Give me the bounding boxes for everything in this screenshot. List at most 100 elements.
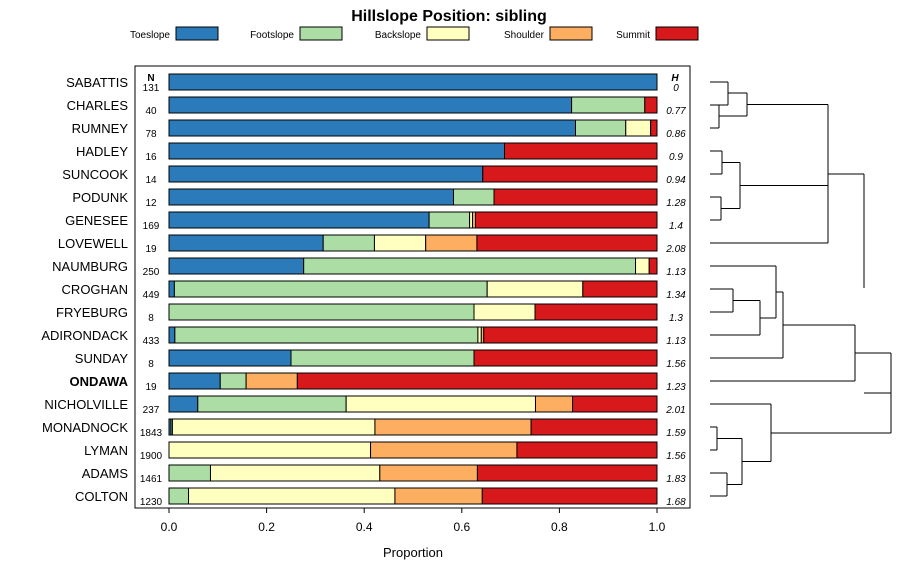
row-label: GENESEE — [65, 213, 128, 228]
bar-row-ondawa: ONDAWA 19 1.23 — [70, 372, 686, 393]
bar-segment-summit — [504, 142, 658, 160]
bar-segment-backslope — [168, 441, 372, 459]
row-h-value: 1.34 — [666, 290, 686, 301]
bar-segment-shoulder — [425, 234, 478, 252]
row-n-count: 433 — [143, 336, 160, 347]
row-n-count: 16 — [145, 152, 157, 163]
bar-segment-footslope — [575, 119, 627, 137]
bar-segment-backslope — [486, 280, 584, 298]
chart-title: Hillslope Position: sibling — [351, 8, 547, 25]
bar-segment-backslope — [171, 418, 376, 436]
bar-segment-toeslope — [168, 349, 292, 367]
bar-segment-shoulder — [379, 464, 478, 482]
bar-row-lyman: LYMAN 1900 1.56 — [84, 441, 686, 462]
legend-label-footslope: Footslope — [250, 30, 294, 41]
bar-segment-footslope — [453, 188, 495, 206]
bar-segment-footslope — [219, 372, 247, 390]
bar-segment-footslope — [168, 487, 190, 505]
bar-segment-backslope — [188, 487, 396, 505]
row-label: LYMAN — [84, 443, 128, 458]
bar-segment-summit — [493, 188, 658, 206]
bar-segment-backslope — [373, 234, 427, 252]
row-n-count: 237 — [143, 405, 160, 416]
x-axis-label: Proportion — [383, 545, 443, 560]
bar-segment-backslope — [477, 326, 482, 344]
bar-segment-summit — [530, 418, 658, 436]
row-n-count: 169 — [143, 221, 160, 232]
dendrogram-branch — [864, 353, 892, 433]
bar-segment-toeslope — [168, 73, 658, 91]
legend-swatch-toeslope — [175, 26, 219, 41]
bar-segment-toeslope — [168, 372, 221, 390]
dendrogram-branch — [827, 104, 865, 288]
row-label: SUNDAY — [75, 351, 129, 366]
bar-segment-shoulder — [374, 418, 532, 436]
bar-row-charles: CHARLES 40 0.77 — [67, 96, 686, 117]
dendrogram — [710, 81, 892, 497]
x-axis: 0.0 0.2 0.4 0.6 0.8 1.0 — [161, 508, 666, 534]
n-column-header: N — [147, 73, 154, 84]
bar-segment-footslope — [173, 280, 488, 298]
bar-segment-backslope — [345, 395, 536, 413]
bar-segment-footslope — [197, 395, 347, 413]
bar-segment-shoulder — [245, 372, 298, 390]
legend-label-summit: Summit — [616, 30, 650, 41]
bar-segment-footslope — [322, 234, 375, 252]
x-tick-label: 0.6 — [453, 520, 470, 534]
bar-segment-summit — [473, 349, 658, 367]
x-tick-label: 1.0 — [649, 520, 666, 534]
bar-segment-shoulder — [534, 395, 574, 413]
row-h-value: 2.08 — [665, 244, 686, 255]
row-n-count: 8 — [148, 313, 154, 324]
bar-segment-toeslope — [168, 142, 505, 160]
bar-segment-shoulder — [394, 487, 483, 505]
row-h-value: 1.83 — [666, 474, 686, 485]
dendrogram-branch — [710, 81, 828, 129]
row-n-count: 8 — [148, 359, 154, 370]
bar-segment-summit — [582, 280, 658, 298]
bar-segment-toeslope — [168, 234, 324, 252]
bar-row-suncook: SUNCOOK 14 0.94 — [62, 165, 686, 186]
row-n-count: 449 — [143, 290, 160, 301]
x-tick-label: 0.2 — [258, 520, 275, 534]
bar-segment-footslope — [571, 96, 646, 114]
bar-segment-summit — [476, 234, 658, 252]
bar-row-adams: ADAMS 1461 1.83 — [82, 464, 686, 485]
h-column-header: H — [671, 73, 679, 84]
bar-segment-toeslope — [168, 119, 577, 137]
bar-segment-toeslope — [168, 257, 305, 275]
bar-row-naumburg: NAUMBURG 250 1.13 — [52, 257, 686, 278]
legend-label-toeslope: Toeslope — [130, 30, 170, 41]
row-h-value: 0.94 — [666, 175, 686, 186]
bar-row-adirondack: ADIRONDACK 433 1.13 — [41, 326, 686, 347]
bar-segment-summit — [482, 165, 658, 183]
row-label: NICHOLVILLE — [44, 397, 128, 412]
row-label: SABATTIS — [66, 75, 128, 90]
legend-swatch-footslope — [299, 26, 343, 41]
bar-row-colton: COLTON 1230 1.68 — [75, 487, 686, 508]
bar-row-nicholville: NICHOLVILLE 237 2.01 — [44, 395, 686, 416]
row-n-count: 19 — [145, 382, 157, 393]
bar-row-hadley: HADLEY 16 0.9 — [76, 142, 683, 163]
row-h-value: 0.77 — [666, 106, 686, 117]
dendrogram-branch — [710, 403, 891, 497]
bar-segment-summit — [644, 96, 658, 114]
bar-segment-toeslope — [168, 280, 175, 298]
bar-segment-summit — [572, 395, 658, 413]
bar-segment-summit — [476, 464, 658, 482]
row-n-count: 19 — [145, 244, 157, 255]
dendrogram-branch — [710, 265, 891, 382]
bar-row-fryeburg: FRYEBURG 8 1.3 — [56, 303, 683, 324]
row-label: FRYEBURG — [56, 305, 128, 320]
row-n-count: 12 — [145, 198, 157, 209]
row-h-value: 1.59 — [666, 428, 686, 439]
plot-frame — [134, 65, 691, 509]
legend-label-shoulder: Shoulder — [504, 30, 545, 41]
bar-row-rumney: RUMNEY 78 0.86 — [72, 119, 686, 140]
dendrogram-branch — [710, 150, 828, 244]
row-h-value: 0.9 — [669, 152, 683, 163]
row-label: NAUMBURG — [52, 259, 128, 274]
row-label: COLTON — [75, 489, 128, 504]
bar-segment-footslope — [174, 326, 479, 344]
row-h-value: 1.3 — [669, 313, 683, 324]
